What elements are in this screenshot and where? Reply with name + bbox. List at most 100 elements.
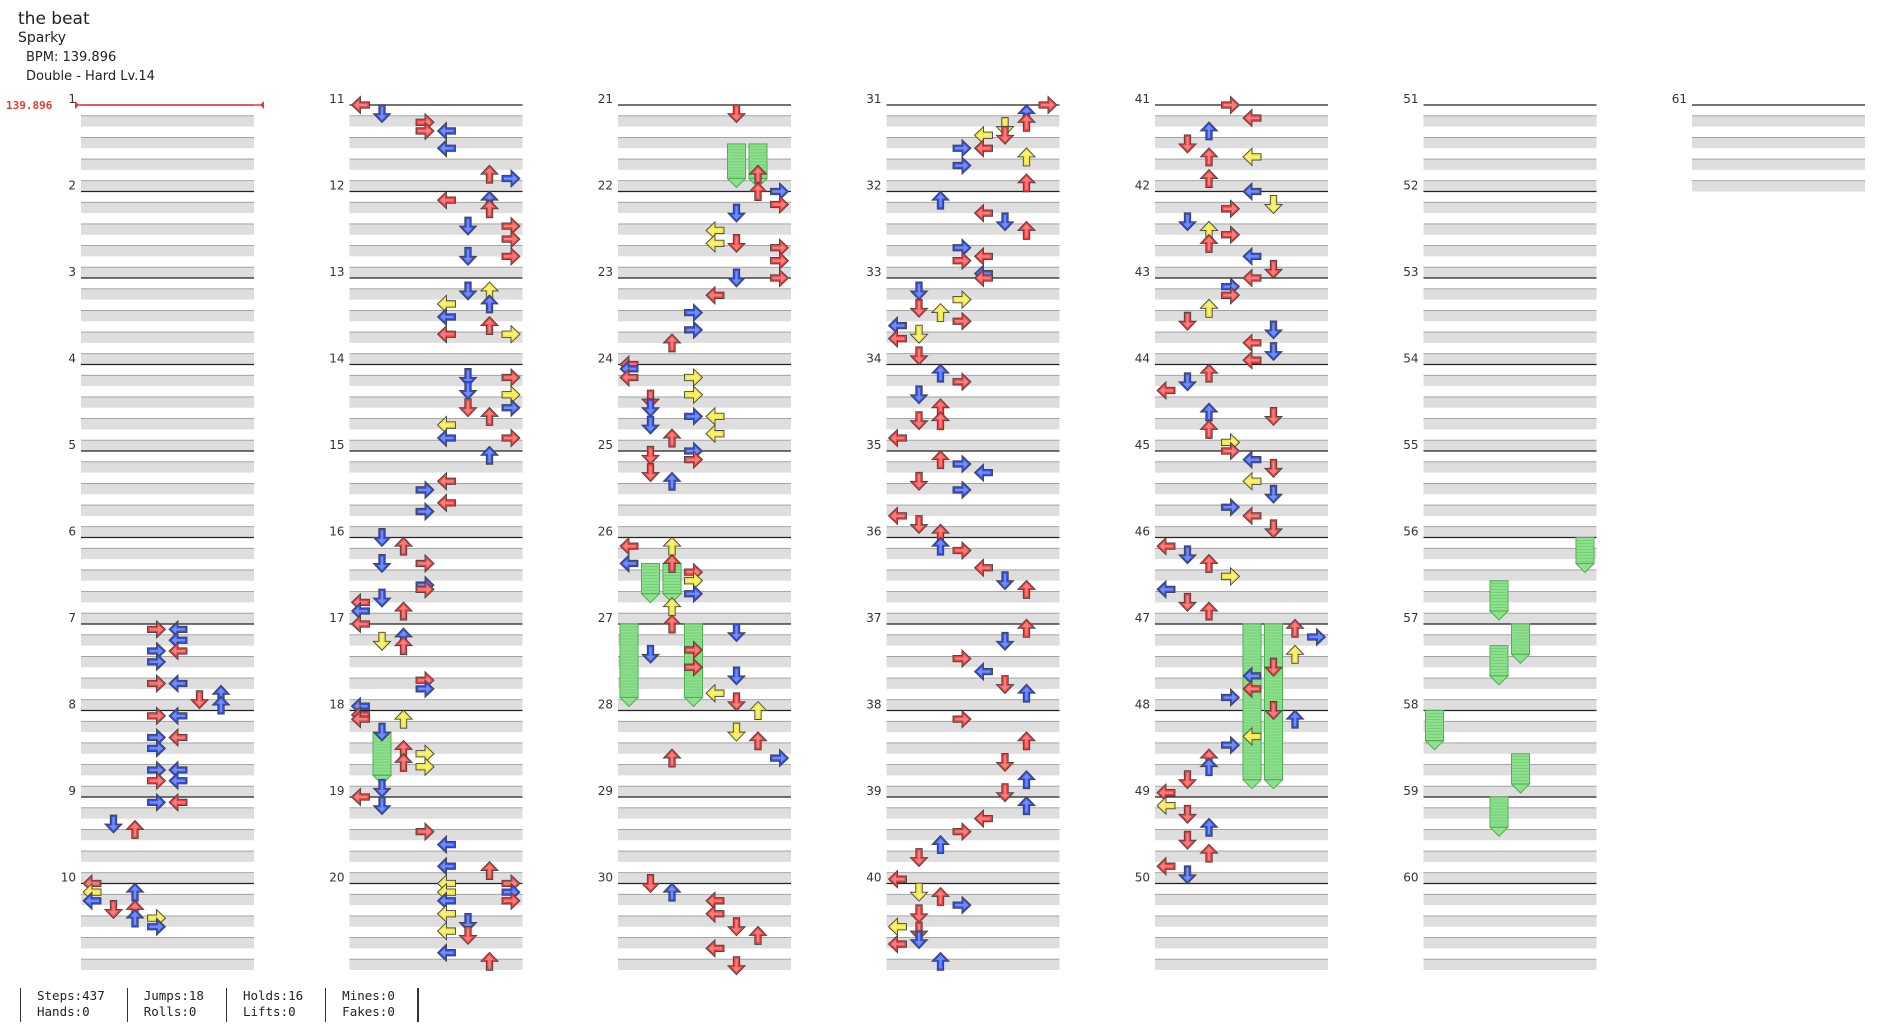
arrow-note-up — [479, 164, 500, 184]
beat-band — [618, 353, 791, 365]
arrow-shine — [914, 885, 924, 899]
measure-block: 21 — [598, 92, 791, 192]
beat-band — [618, 591, 791, 603]
arrow-shine — [354, 792, 368, 802]
beat-band — [81, 786, 254, 797]
arrow-shine — [936, 193, 945, 208]
arrow-shape — [1199, 817, 1219, 837]
arrow-shine — [936, 453, 945, 467]
arrow-shine — [1183, 807, 1192, 821]
arrow-note-down — [372, 778, 392, 799]
arrow-shine — [891, 433, 905, 443]
arrow-shape — [1263, 701, 1284, 721]
arrow-note-right — [684, 449, 704, 470]
beat-band — [1155, 180, 1328, 192]
arrow-shape — [887, 315, 907, 336]
arrow-note-up — [662, 553, 682, 573]
arrow-shape — [887, 506, 907, 526]
beat-band — [618, 548, 791, 560]
arrow-shape — [350, 614, 370, 634]
beat-band — [81, 115, 254, 127]
arrow-shape — [82, 891, 102, 911]
arrow-shape — [640, 398, 661, 418]
arrow-shine — [772, 753, 786, 763]
arrow-note-up — [125, 882, 145, 902]
beat-band — [1155, 678, 1328, 689]
beat-band — [81, 483, 254, 495]
arrow-shine — [646, 647, 655, 661]
measure-block: 8 — [68, 698, 254, 797]
measure-block: 11 — [329, 92, 523, 192]
beat-band — [886, 591, 1060, 603]
arrow-shape — [662, 428, 682, 448]
arrow-shine — [171, 624, 185, 634]
beat-band — [1155, 159, 1328, 170]
arrow-shape — [726, 666, 747, 686]
beat-band — [81, 245, 254, 257]
beat-band — [618, 526, 791, 538]
arrow-note-up — [1285, 618, 1305, 638]
arrow-note-up — [1016, 579, 1037, 599]
measure-number: 3 — [68, 265, 76, 279]
arrow-shape — [103, 814, 124, 834]
measure-block: 38 — [866, 698, 1060, 797]
arrow-shine — [1204, 172, 1214, 186]
beat-band — [1423, 332, 1597, 343]
arrow-shine — [1245, 511, 1259, 521]
arrow-shine — [504, 251, 518, 261]
arrow-note-left — [350, 787, 370, 807]
arrow-note-left — [705, 424, 725, 444]
arrow-note-up — [930, 302, 951, 323]
arrow-note-up — [393, 601, 414, 621]
arrow-shine — [149, 711, 163, 721]
arrow-note-down — [726, 623, 747, 643]
arrow-shape — [1242, 471, 1262, 491]
measure-number: 16 — [329, 525, 344, 539]
arrow-shape — [1263, 259, 1284, 280]
arrow-note-right — [1038, 95, 1058, 115]
hold-note — [1488, 580, 1510, 621]
arrow-shine — [504, 390, 518, 400]
beat-band — [618, 332, 791, 343]
beat-band — [349, 613, 523, 624]
arrow-shape — [393, 752, 414, 772]
arrow-shine — [1159, 788, 1173, 798]
arrow-shape — [436, 428, 456, 448]
arrow-shape — [684, 320, 704, 340]
beat-band — [81, 699, 254, 711]
beat-band — [349, 634, 523, 646]
arrow-shape — [147, 771, 167, 791]
measure-number: 56 — [1403, 525, 1418, 539]
arrow-shine — [418, 827, 432, 837]
beat-band — [1423, 461, 1597, 473]
measure-block: 7 — [68, 611, 254, 711]
arrow-shape — [458, 925, 478, 946]
beat-band — [886, 699, 1060, 711]
arrow-shine — [1000, 128, 1010, 142]
measure-number: 40 — [866, 871, 881, 885]
beat-band — [1155, 310, 1328, 322]
arrow-shape — [125, 908, 145, 928]
arrow-shape — [1263, 519, 1284, 539]
measure-block: 5 — [68, 438, 254, 538]
arrow-note-up — [1199, 553, 1219, 573]
arrow-shape — [705, 891, 725, 911]
measure-number: 11 — [329, 92, 344, 106]
arrow-note-up — [479, 860, 500, 880]
measure-number: 29 — [598, 784, 613, 798]
arrow-shine — [1204, 301, 1214, 316]
arrow-note-left — [436, 904, 456, 924]
arrow-shape — [168, 771, 188, 791]
arrow-note-down — [640, 874, 661, 894]
beat-band — [886, 115, 1060, 127]
measure-number: 57 — [1403, 611, 1418, 625]
arrow-shine — [936, 838, 945, 852]
measure-block: 49 — [1135, 784, 1328, 884]
beat-band — [349, 915, 523, 927]
arrow-note-left — [436, 943, 456, 963]
beat-band — [886, 396, 1060, 408]
arrow-shine — [622, 558, 636, 568]
beat-band — [1155, 721, 1328, 733]
measure-number: 7 — [68, 611, 76, 625]
measure-number: 10 — [61, 871, 76, 885]
